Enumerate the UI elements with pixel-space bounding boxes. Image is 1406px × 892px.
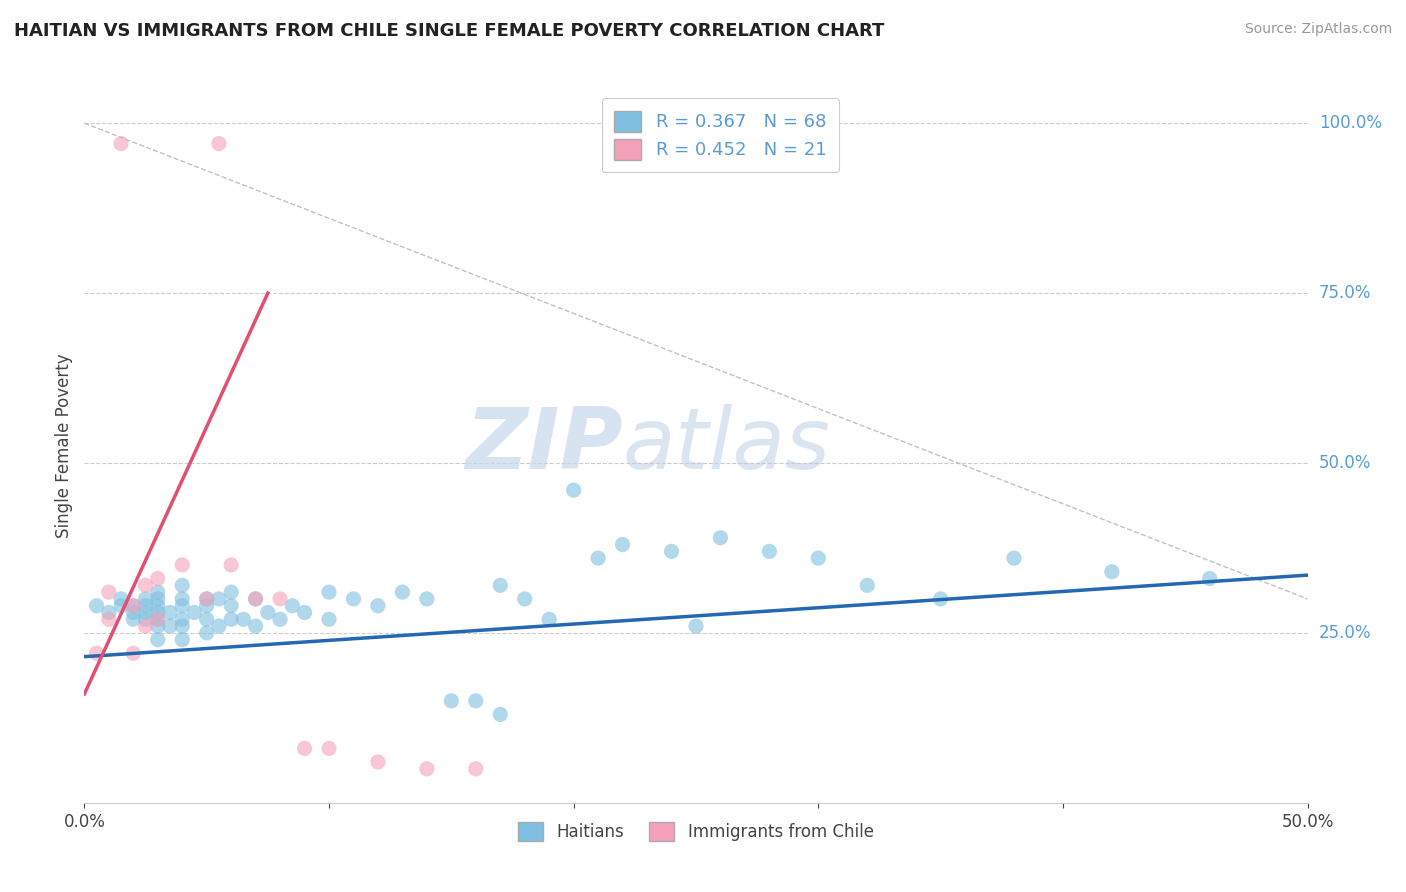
Point bbox=[146, 612, 169, 626]
Point bbox=[172, 591, 194, 606]
Text: ZIP: ZIP bbox=[465, 404, 623, 488]
Point bbox=[97, 606, 120, 620]
Legend: Haitians, Immigrants from Chile: Haitians, Immigrants from Chile bbox=[512, 815, 880, 848]
Point bbox=[146, 632, 169, 647]
Point bbox=[562, 483, 585, 498]
Point bbox=[489, 578, 512, 592]
Point bbox=[416, 762, 439, 776]
Y-axis label: Single Female Poverty: Single Female Poverty bbox=[55, 354, 73, 538]
Text: 50.0%: 50.0% bbox=[1319, 454, 1371, 472]
Point bbox=[513, 591, 536, 606]
Point bbox=[195, 591, 218, 606]
Point bbox=[208, 136, 231, 151]
Point bbox=[122, 612, 145, 626]
Point bbox=[294, 606, 316, 620]
Point bbox=[257, 606, 280, 620]
Point bbox=[122, 606, 145, 620]
Point bbox=[245, 619, 267, 633]
Point bbox=[612, 537, 634, 551]
Point bbox=[661, 544, 683, 558]
Point bbox=[86, 646, 108, 660]
Point bbox=[219, 585, 242, 599]
Point bbox=[146, 572, 169, 586]
Point bbox=[172, 599, 194, 613]
Point bbox=[159, 606, 181, 620]
Point bbox=[367, 599, 389, 613]
Point bbox=[318, 741, 340, 756]
Point bbox=[586, 551, 609, 566]
Point bbox=[1002, 551, 1025, 566]
Point bbox=[183, 606, 205, 620]
Point bbox=[110, 136, 132, 151]
Point bbox=[146, 599, 169, 613]
Point bbox=[122, 599, 145, 613]
Point bbox=[86, 599, 108, 613]
Point bbox=[159, 619, 181, 633]
Point bbox=[464, 762, 486, 776]
Point bbox=[281, 599, 304, 613]
Point bbox=[1198, 572, 1220, 586]
Point bbox=[195, 591, 218, 606]
Point bbox=[709, 531, 731, 545]
Text: 25.0%: 25.0% bbox=[1319, 624, 1371, 642]
Point bbox=[219, 599, 242, 613]
Point bbox=[342, 591, 364, 606]
Point bbox=[97, 612, 120, 626]
Point bbox=[146, 619, 169, 633]
Point bbox=[219, 612, 242, 626]
Point bbox=[135, 578, 157, 592]
Point bbox=[464, 694, 486, 708]
Point bbox=[538, 612, 561, 626]
Point bbox=[245, 591, 267, 606]
Point bbox=[135, 599, 157, 613]
Point bbox=[416, 591, 439, 606]
Text: atlas: atlas bbox=[623, 404, 831, 488]
Point bbox=[758, 544, 780, 558]
Point bbox=[269, 591, 291, 606]
Point bbox=[807, 551, 830, 566]
Point bbox=[245, 591, 267, 606]
Text: 100.0%: 100.0% bbox=[1319, 114, 1382, 132]
Point bbox=[269, 612, 291, 626]
Point bbox=[856, 578, 879, 592]
Point bbox=[232, 612, 254, 626]
Point bbox=[172, 619, 194, 633]
Point bbox=[367, 755, 389, 769]
Point bbox=[122, 646, 145, 660]
Point bbox=[110, 599, 132, 613]
Text: 75.0%: 75.0% bbox=[1319, 284, 1371, 302]
Point bbox=[146, 591, 169, 606]
Point bbox=[146, 612, 169, 626]
Point bbox=[685, 619, 707, 633]
Point bbox=[135, 591, 157, 606]
Point bbox=[391, 585, 413, 599]
Point bbox=[122, 599, 145, 613]
Point bbox=[195, 599, 218, 613]
Point bbox=[110, 591, 132, 606]
Point bbox=[146, 606, 169, 620]
Point bbox=[208, 619, 231, 633]
Point bbox=[440, 694, 463, 708]
Point bbox=[929, 591, 952, 606]
Point bbox=[318, 612, 340, 626]
Point bbox=[1101, 565, 1123, 579]
Point bbox=[318, 585, 340, 599]
Point bbox=[172, 632, 194, 647]
Point bbox=[135, 606, 157, 620]
Point bbox=[294, 741, 316, 756]
Point bbox=[195, 626, 218, 640]
Point bbox=[146, 585, 169, 599]
Point bbox=[172, 578, 194, 592]
Point bbox=[172, 558, 194, 572]
Text: Source: ZipAtlas.com: Source: ZipAtlas.com bbox=[1244, 22, 1392, 37]
Point bbox=[135, 612, 157, 626]
Point bbox=[219, 558, 242, 572]
Point bbox=[135, 619, 157, 633]
Point bbox=[172, 612, 194, 626]
Text: HAITIAN VS IMMIGRANTS FROM CHILE SINGLE FEMALE POVERTY CORRELATION CHART: HAITIAN VS IMMIGRANTS FROM CHILE SINGLE … bbox=[14, 22, 884, 40]
Point bbox=[195, 612, 218, 626]
Point bbox=[208, 591, 231, 606]
Point bbox=[489, 707, 512, 722]
Point bbox=[97, 585, 120, 599]
